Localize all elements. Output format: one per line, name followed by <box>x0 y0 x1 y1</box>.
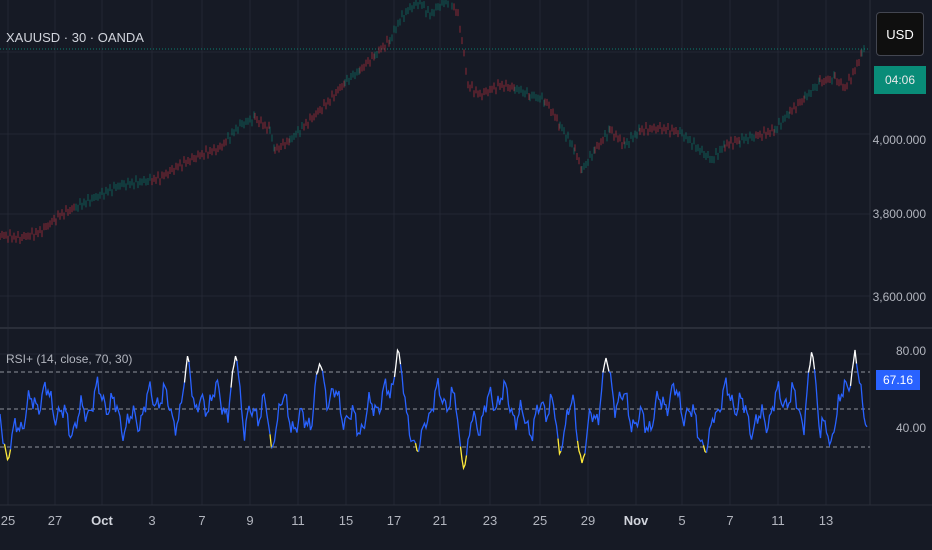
rsi-line <box>465 378 559 456</box>
rsi-line <box>813 369 852 448</box>
rsi-indicator-title[interactable]: RSI+ (14, close, 70, 30) <box>6 352 133 366</box>
rsi-line <box>849 349 858 386</box>
time-axis-label: 3 <box>148 513 156 528</box>
rsi-line <box>269 434 273 449</box>
price-axis-label-4000: 4,000.000 <box>872 133 926 147</box>
rsi-axis-label-40: 40.00 <box>895 421 926 435</box>
rsi-line <box>230 355 238 388</box>
currency-button[interactable]: USD <box>876 12 924 56</box>
last-price-countdown: 04:06 <box>874 66 926 94</box>
time-axis-label: 23 <box>482 513 498 528</box>
rsi-line <box>393 348 402 377</box>
rsi-line <box>608 371 705 446</box>
time-axis-label: 13 <box>818 513 834 528</box>
time-axis-label: 15 <box>338 513 354 528</box>
rsi-line <box>183 355 190 383</box>
time-axis-label: 11 <box>291 513 305 528</box>
time-axis-label: Nov <box>623 513 649 528</box>
time-axis-label: 9 <box>246 513 254 528</box>
rsi-line <box>414 442 419 453</box>
rsi-line <box>807 352 816 373</box>
rsi-line <box>459 446 468 471</box>
rsi-current-value: 67.16 <box>876 370 920 390</box>
time-axis-label: 7 <box>726 513 734 528</box>
rsi-line <box>315 362 324 375</box>
rsi-line <box>417 377 462 452</box>
rsi-line <box>705 372 810 453</box>
rsi-line <box>576 440 586 464</box>
price-axis-label-3800: 3,800.000 <box>872 207 926 221</box>
rsi-line <box>855 363 868 428</box>
rsi-line <box>3 443 12 462</box>
rsi-line <box>0 413 5 445</box>
rsi-line <box>188 361 232 423</box>
rsi-line <box>236 360 271 441</box>
rsi-line <box>557 438 562 456</box>
rsi-line <box>399 364 417 444</box>
price-axis-label-3600: 3,600.000 <box>872 290 926 304</box>
time-axis-label: 17 <box>386 513 402 528</box>
rsi-line <box>321 370 396 438</box>
time-axis-label: 27 <box>47 513 63 528</box>
rsi-line <box>584 372 604 454</box>
time-axis-label: 5 <box>678 513 686 528</box>
rsi-line <box>270 374 318 449</box>
rsi-line <box>9 376 186 450</box>
rsi-line <box>560 394 579 452</box>
time-axis-label: Oct <box>91 513 113 528</box>
time-axis-label: 21 <box>432 513 448 528</box>
time-axis-label: 29 <box>580 513 596 528</box>
time-axis-label: 7 <box>198 513 206 528</box>
time-axis-label: 11 <box>771 513 785 528</box>
rsi-line <box>602 357 610 373</box>
rsi-axis-label-80: 80.00 <box>895 344 926 358</box>
time-axis-label: 25 <box>0 513 16 528</box>
time-axis-label: 25 <box>532 513 548 528</box>
symbol-title[interactable]: XAUUSD · 30 · OANDA <box>6 30 144 45</box>
